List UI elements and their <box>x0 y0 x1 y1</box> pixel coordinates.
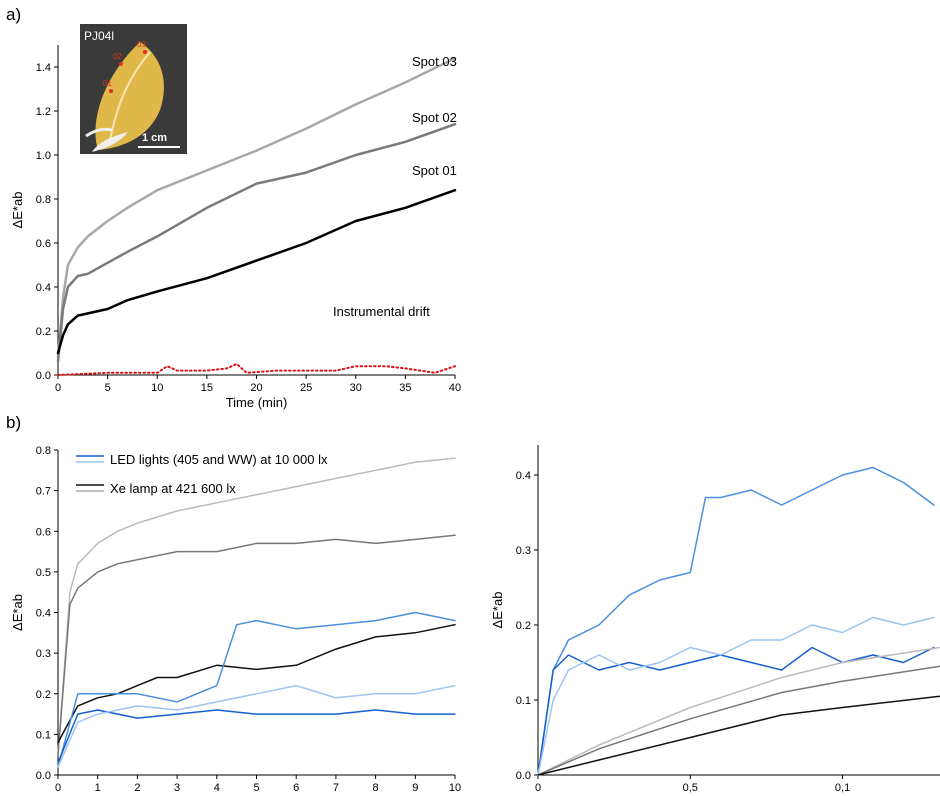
y-tick-label: 1.2 <box>36 106 51 118</box>
x-tick-label: 9 <box>412 782 418 794</box>
y-tick-label: 0.2 <box>516 620 531 632</box>
series-line-a-3 <box>57 363 456 376</box>
x-tick-label: 5 <box>105 382 111 394</box>
x-tick-label: 20 <box>250 382 262 394</box>
y-tick-label: 0.1 <box>516 695 531 707</box>
series-line-b1-4 <box>57 709 456 764</box>
x-axis-title: Time (min) <box>226 395 288 410</box>
chart-a: 0.0 0.2 0.4 0.6 0.8 1.0 1.2 1.4 0 5 10 15 20 25 30 35 40… <box>10 45 461 410</box>
inset-marker-03 <box>143 50 147 54</box>
panel-label-a: a) <box>6 5 21 24</box>
series-line-b2-0 <box>537 466 935 776</box>
legend-b1: LED lights (405 and WW) at 10 000 lx Xe … <box>76 452 328 496</box>
y-tick-label: 0.7 <box>36 486 51 498</box>
x-tick-label: 40 <box>449 382 461 394</box>
series-line-b1-5 <box>57 684 456 768</box>
y-tick-label: 0.1 <box>36 729 51 741</box>
chart-b2: 0.00.10.20.30.400,50,1Dose (x 10⁻³ Mlx.h… <box>490 445 940 796</box>
x-tick-label: 1 <box>95 782 101 794</box>
x-tick-label: 10 <box>449 782 461 794</box>
inset-spot-label-03: 03 <box>137 40 146 49</box>
y-tick-label: 1.0 <box>36 150 51 162</box>
y-tick-label: 0.4 <box>516 470 531 482</box>
x-tick-label: 25 <box>300 382 312 394</box>
inset-spot-label-02: 02 <box>113 52 122 61</box>
series-line-a-0 <box>56 56 457 359</box>
series-line-b2-4 <box>537 665 940 776</box>
x-tick-label: 0,1 <box>835 782 850 794</box>
y-tick-label: 0.8 <box>36 194 51 206</box>
inset-scale-label: 1 cm <box>142 132 167 144</box>
label-spot-01: Spot 01 <box>412 163 457 178</box>
y-tick-label: 0.2 <box>36 689 51 701</box>
series-line-b2-3 <box>537 646 940 776</box>
x-tick-label: 0 <box>535 782 541 794</box>
y-tick-label: 0.0 <box>36 770 51 782</box>
legend-xe-label: Xe lamp at 421 600 lx <box>110 481 236 496</box>
series-line-a-1 <box>56 122 457 364</box>
series-line-b2-2 <box>537 616 935 776</box>
y-tick-label: 0.0 <box>516 770 531 782</box>
label-spot-02: Spot 02 <box>412 110 457 125</box>
x-tick-label: 3 <box>174 782 180 794</box>
y-tick-label: 0.2 <box>36 326 51 338</box>
x-tick-label: 8 <box>373 782 379 794</box>
x-tick-label: 10 <box>151 382 163 394</box>
inset-marker-02 <box>119 62 123 66</box>
x-tick-label: 0,5 <box>683 782 698 794</box>
series-line-b2-5 <box>537 695 940 776</box>
y-tick-label: 0.6 <box>36 238 51 250</box>
x-tick-label: 7 <box>333 782 339 794</box>
x-tick-label: 0 <box>55 782 61 794</box>
inset-feather-photo: 03 02 01 PJ04l 1 cm <box>80 24 187 154</box>
y-tick-label: 0.6 <box>36 526 51 538</box>
y-tick-label: 0.4 <box>36 282 51 294</box>
x-tick-label: 0 <box>55 382 61 394</box>
x-tick-label: 35 <box>399 382 411 394</box>
y-axis-title: ΔE*ab <box>10 192 25 229</box>
x-tick-label: 6 <box>293 782 299 794</box>
chart-b1: 0.00.10.20.30.40.50.60.70.8012345678910T… <box>10 445 461 796</box>
x-tick-label: 2 <box>134 782 140 794</box>
y-axis-title: ΔE*ab <box>490 592 505 629</box>
y-tick-label: 0.0 <box>36 370 51 382</box>
label-spot-03: Spot 03 <box>412 54 457 69</box>
y-tick-label: 0.3 <box>36 648 51 660</box>
panel-label-b: b) <box>6 413 21 432</box>
y-axis-title: ΔE*ab <box>10 594 25 631</box>
x-tick-label: 4 <box>214 782 220 794</box>
y-tick-label: 0.4 <box>36 608 51 620</box>
series-line-b1-1 <box>57 534 456 756</box>
label-instrumental-drift: Instrumental drift <box>333 304 430 319</box>
series-line-b1-3 <box>57 611 456 768</box>
x-tick-label: 5 <box>253 782 259 794</box>
y-tick-label: 0.8 <box>36 445 51 457</box>
x-tick-label: 30 <box>350 382 362 394</box>
series-line-a-2 <box>56 188 457 355</box>
inset-label: PJ04l <box>84 29 114 43</box>
y-tick-label: 0.3 <box>516 545 531 557</box>
inset-marker-01 <box>109 89 113 93</box>
legend-led-label: LED lights (405 and WW) at 10 000 lx <box>110 452 328 467</box>
series-line-b1-2 <box>57 623 456 744</box>
x-tick-label: 15 <box>201 382 213 394</box>
series-line-b1-0 <box>57 457 456 756</box>
y-tick-label: 0.5 <box>36 567 51 579</box>
series-line-b2-1 <box>537 646 935 776</box>
y-tick-label: 1.4 <box>36 62 51 74</box>
inset-spot-label-01: 01 <box>103 79 112 88</box>
